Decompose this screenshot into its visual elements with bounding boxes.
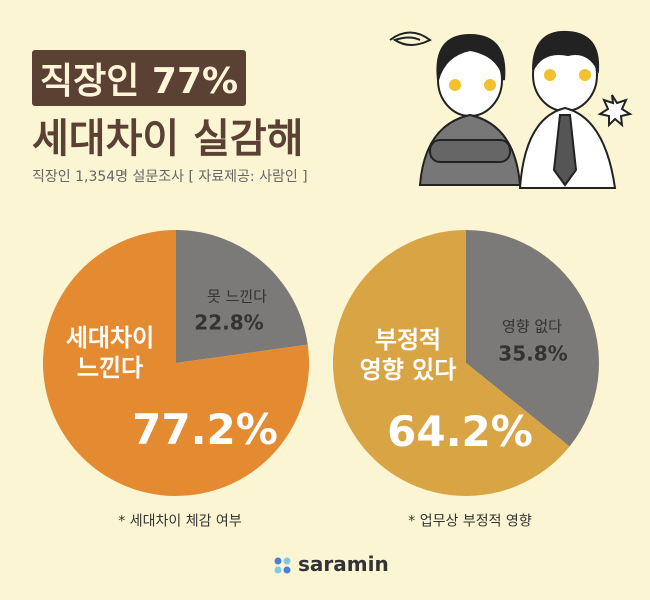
value-label: 22.8% bbox=[194, 310, 264, 335]
slice-label: 세대차이 느낀다 bbox=[65, 324, 155, 382]
logo-dots bbox=[274, 557, 291, 574]
subtitle: 직장인 1,354명 설문조사 [ 자료제공: 사람인 ] bbox=[32, 169, 308, 185]
value-label: 35.8% bbox=[498, 341, 568, 366]
pie-slice bbox=[466, 230, 599, 447]
brand-logo: saramin bbox=[298, 552, 389, 576]
value-label: 77.2% bbox=[132, 404, 278, 454]
pie-slice bbox=[332, 230, 570, 497]
value-label: 64.2% bbox=[387, 406, 533, 456]
title-line-1: 직장인 77% bbox=[32, 50, 247, 106]
pie-slice bbox=[43, 230, 310, 497]
chart-caption: * 세대차이 체감 여부 bbox=[118, 513, 242, 530]
chart-caption: * 업무상 부정적 영향 bbox=[408, 513, 532, 530]
pie-slice bbox=[176, 230, 308, 363]
slice-label: 영향 없다 bbox=[502, 317, 562, 336]
illustration bbox=[389, 30, 633, 189]
slice-label: 못 느낀다 bbox=[207, 287, 267, 306]
title-line-2: 세대차이 실감해 bbox=[32, 116, 304, 162]
slice-label: 부정적 영향 있다 bbox=[359, 326, 457, 384]
